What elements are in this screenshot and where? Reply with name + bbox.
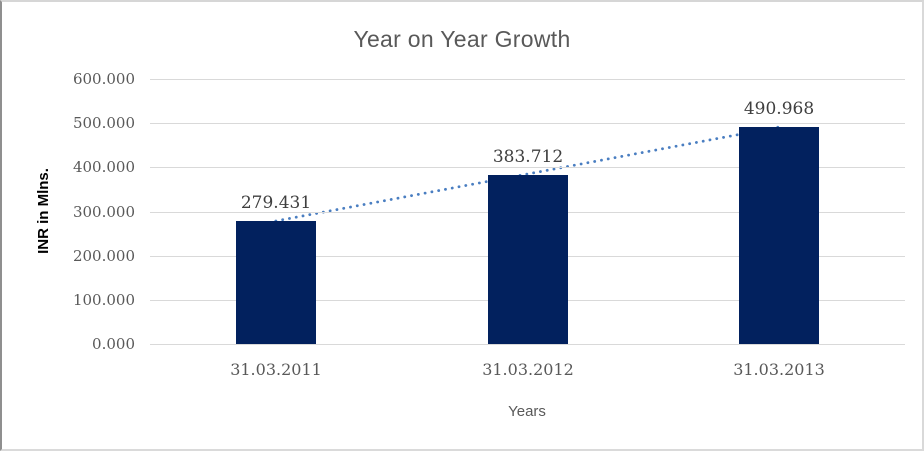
y-tick-label: 500.000 bbox=[72, 114, 135, 132]
y-tick-label: 600.000 bbox=[72, 70, 135, 88]
x-axis-title: Years bbox=[508, 403, 546, 420]
bar-data-label: 490.968 bbox=[743, 99, 815, 119]
y-tick-label: 200.000 bbox=[72, 247, 135, 265]
trendline-svg bbox=[274, 125, 781, 223]
x-tick-label: 31.03.2012 bbox=[482, 360, 574, 379]
y-tick-label: 300.000 bbox=[72, 203, 135, 221]
gridline bbox=[150, 79, 905, 80]
bar-data-label: 383.712 bbox=[492, 147, 564, 167]
bar bbox=[236, 221, 316, 344]
y-tick-label: 400.000 bbox=[72, 158, 135, 176]
y-tick-label: 0.000 bbox=[92, 335, 135, 353]
bar bbox=[488, 175, 568, 344]
y-tick-label: 100.000 bbox=[72, 291, 135, 309]
gridline bbox=[150, 344, 905, 345]
trendline bbox=[274, 125, 781, 223]
gridline bbox=[150, 167, 905, 168]
gridline bbox=[150, 123, 905, 124]
chart-title: Year on Year Growth bbox=[353, 26, 571, 52]
x-tick-label: 31.03.2011 bbox=[230, 360, 322, 379]
plot-area: 279.431 383.712 490.968 bbox=[150, 79, 905, 345]
bar bbox=[739, 127, 819, 344]
bar-data-label: 279.431 bbox=[240, 193, 312, 213]
x-tick-label: 31.03.2013 bbox=[733, 360, 825, 379]
